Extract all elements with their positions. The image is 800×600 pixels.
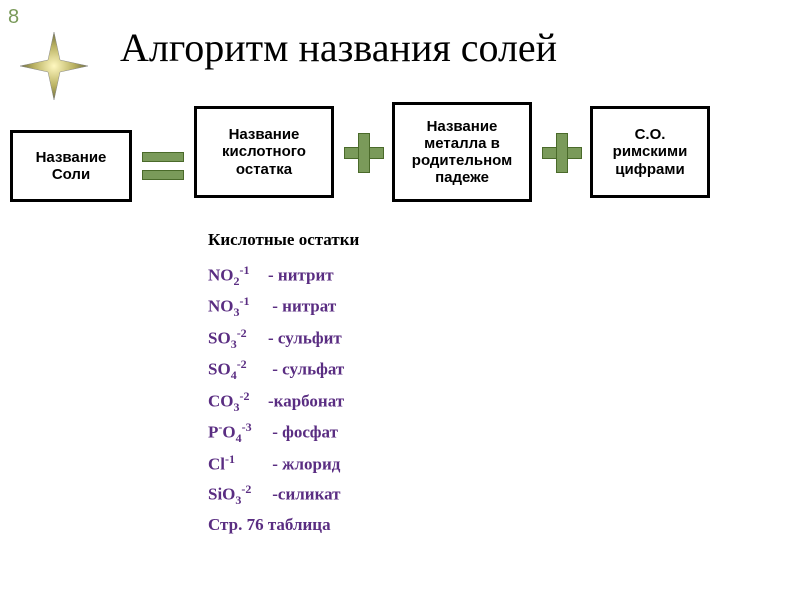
residues-block: Кислотные остатки NO2-1- нитритNO3-1 - н… <box>208 230 359 540</box>
box-salt-name: НазваниеСоли <box>10 130 132 202</box>
residue-line: SO3-2- сульфит <box>208 323 359 354</box>
star-icon <box>18 30 90 107</box>
box-metal-genitive: Названиеметалла вродительномпадеже <box>392 102 532 202</box>
residue-line: NO2-1- нитрит <box>208 260 359 291</box>
residue-line: NO3-1 - нитрат <box>208 291 359 322</box>
plus-icon <box>542 133 580 171</box>
residue-line: SO4-2 - сульфат <box>208 354 359 385</box>
slide-number: 8 <box>8 6 19 29</box>
plus-icon <box>344 133 382 171</box>
page-title: Алгоритм названия солей <box>120 24 557 71</box>
residue-line: Cl-1 - жлорид <box>208 449 359 480</box>
box-acid-residue: Названиекислотногоостатка <box>194 106 334 198</box>
residue-line: CO3-2-карбонат <box>208 386 359 417</box>
page-reference: Стр. 76 таблица <box>208 511 359 540</box>
residue-line: P-O4-3 - фосфат <box>208 417 359 448</box>
flow-row: НазваниеСоли Названиекислотногоостатка Н… <box>10 102 710 202</box>
box-oxidation-state: С.О.римскимицифрами <box>590 106 710 198</box>
equals-icon <box>142 152 184 180</box>
residue-line: SiO3-2 -силикат <box>208 479 359 510</box>
residues-title: Кислотные остатки <box>208 230 359 250</box>
